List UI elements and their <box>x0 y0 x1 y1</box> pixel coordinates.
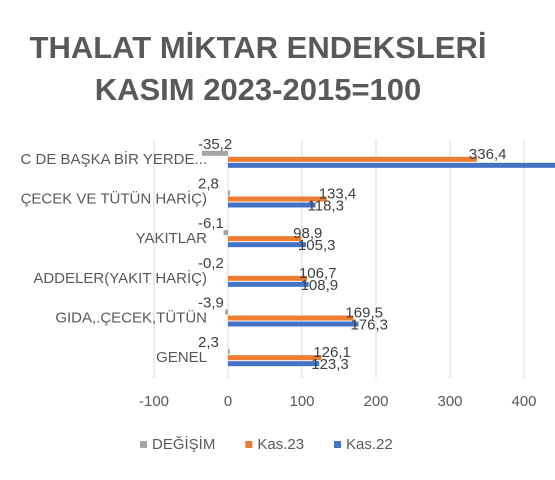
y-tick-label: C DE BAŞKA BİR YERDE... <box>21 150 207 168</box>
bar <box>228 315 354 321</box>
data-label: 2,3 <box>198 334 219 351</box>
data-label: -3,9 <box>198 294 224 311</box>
y-tick-label: YAKITLAR <box>136 230 208 247</box>
x-tick-label: -100 <box>139 393 169 410</box>
data-label: 336,4 <box>469 146 507 163</box>
bar <box>228 321 359 327</box>
data-label: 105,3 <box>298 237 336 254</box>
x-tick-label: 300 <box>437 393 462 410</box>
bar <box>228 162 555 168</box>
bar <box>228 202 316 208</box>
data-label: 106,7 <box>299 265 337 282</box>
legend-label: DEĞİŞİM <box>152 435 215 453</box>
data-label: 123,3 <box>311 356 349 373</box>
bar <box>228 156 477 162</box>
data-label: 108,9 <box>301 277 339 294</box>
x-tick-label: 100 <box>289 393 314 410</box>
x-tick-label: 0 <box>224 393 232 410</box>
data-label: 118,3 <box>308 197 344 214</box>
y-tick-label: GIDA,.ÇECEK,TÜTÜN <box>55 308 207 326</box>
x-tick-label: 200 <box>363 393 388 410</box>
data-label: 169,5 <box>345 304 383 321</box>
y-tick-label: GENEL <box>156 349 207 366</box>
bar <box>228 349 230 355</box>
bar <box>228 275 307 281</box>
bar <box>201 150 228 156</box>
y-tick-label: ÇECEK VE TÜTÜN HARİÇ) <box>21 189 207 207</box>
legend-label: Kas.23 <box>257 436 304 453</box>
data-label: 2,8 <box>198 175 219 192</box>
bar <box>225 309 228 315</box>
y-tick-label: ADDELER(YAKIT HARİÇ) <box>33 269 207 287</box>
chart-title: KASIM 2023-2015=100 <box>95 72 422 107</box>
data-label: -35,2 <box>198 136 232 153</box>
legend-swatch <box>334 441 342 448</box>
data-label: 126,1 <box>313 344 351 361</box>
bar <box>228 281 309 287</box>
data-label: -6,1 <box>198 215 224 232</box>
data-label: 98,9 <box>293 225 322 242</box>
data-label: 133,4 <box>319 185 357 202</box>
bar <box>228 355 322 361</box>
x-tick-label: 400 <box>511 393 536 410</box>
bar <box>223 230 228 236</box>
bar <box>228 242 306 248</box>
bar <box>228 361 320 367</box>
data-label: 176,3 <box>350 316 388 333</box>
legend-swatch <box>140 441 147 448</box>
bar <box>228 190 231 196</box>
bar <box>228 196 327 202</box>
data-label: -0,2 <box>198 255 224 272</box>
legend-swatch <box>245 441 253 448</box>
chart-title: THALAT MİKTAR ENDEKSLERİ <box>30 30 487 65</box>
legend-label: Kas.22 <box>346 436 393 453</box>
bar <box>228 236 302 242</box>
